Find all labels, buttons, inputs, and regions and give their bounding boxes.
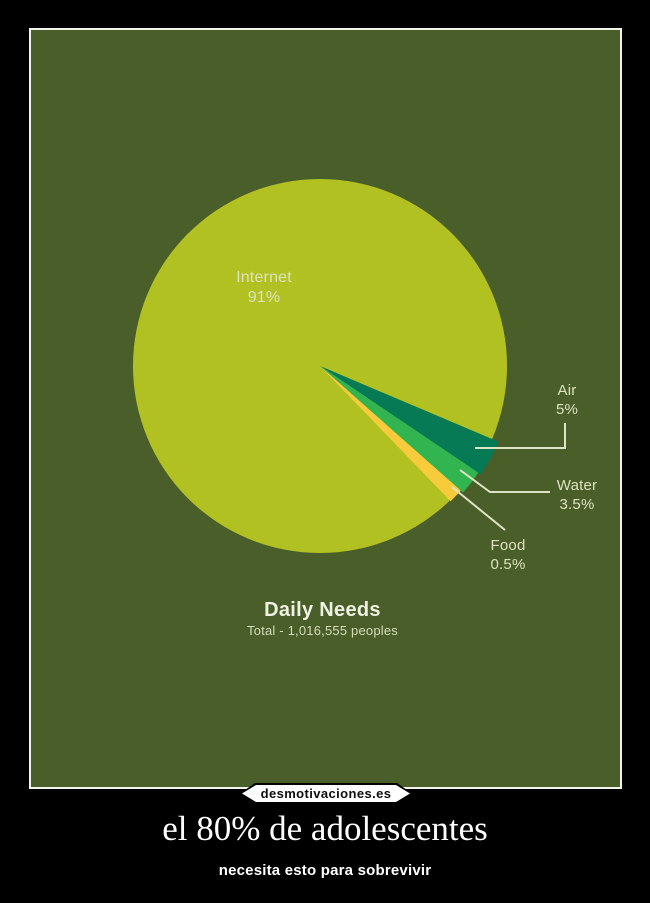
pie-label-food-pct: 0.5% [490, 556, 526, 573]
chart-total-label: Total - 1,016,555 peoples [247, 623, 398, 638]
pie-label-food-name: Food [490, 537, 526, 554]
pie-chart [133, 179, 566, 553]
pie-label-air: Air 5% [527, 381, 607, 419]
pie-label-internet-name: Internet [236, 269, 292, 286]
pie-slice-water [320, 366, 479, 493]
leader-line-food [451, 486, 506, 531]
watermark-text: desmotivaciones.es [260, 786, 392, 801]
watermark-ribbon-band: desmotivaciones.es [242, 785, 410, 802]
pie-label-water-name: Water [556, 477, 598, 494]
chart-title: Daily Needs [264, 599, 381, 621]
pie-slice-air [320, 366, 499, 475]
watermark-ribbon: desmotivaciones.es [240, 783, 412, 804]
leader-line-water [459, 469, 550, 493]
pie-label-food: Food 0.5% [468, 536, 548, 574]
pie-label-water-pct: 3.5% [559, 496, 595, 513]
pie-label-internet-pct: 91% [247, 289, 281, 306]
leader-line-air [475, 423, 566, 449]
pie-label-air-pct: 5% [555, 401, 579, 418]
caption-title: el 80% de adolescentes [162, 809, 488, 848]
pie-label-water: Water 3.5% [537, 476, 617, 514]
pie-label-air-name: Air [557, 382, 577, 399]
chart-image: Internet 91% Air 5% Water 3.5% Food 0.5%… [29, 28, 622, 789]
pie-label-internet: Internet 91% [214, 268, 314, 308]
pie-slice-food [320, 366, 461, 502]
caption-subtitle: necesita esto para sobrevivir [218, 862, 432, 879]
